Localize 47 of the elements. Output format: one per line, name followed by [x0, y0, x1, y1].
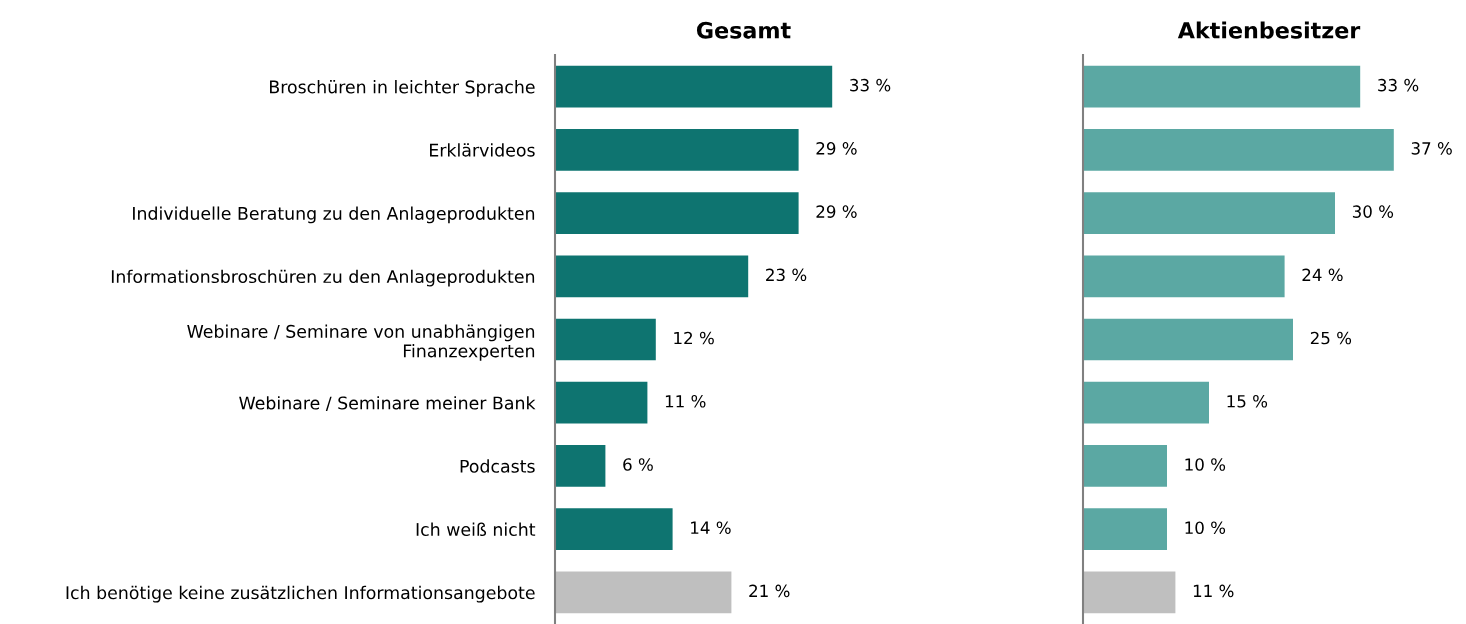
y-tick-label: Podcasts — [460, 459, 535, 473]
data-label: 11 % — [1193, 584, 1234, 598]
data-label: 25 % — [1310, 331, 1352, 345]
data-label: 12 % — [674, 331, 714, 345]
bar — [1083, 128, 1394, 171]
y-tick-label: Broschüren in leichter Sprache — [270, 80, 535, 97]
bar — [1083, 508, 1167, 551]
data-label: 15 % — [1227, 394, 1268, 408]
bar — [555, 255, 749, 298]
data-label: 33 % — [1378, 78, 1419, 92]
y-tick-label: Informationsbroschüren zu den Anlageprodukten — [111, 269, 535, 287]
data-label: 30 % — [1352, 205, 1394, 218]
y-tick-label: Ich benötige keine zusätzlichen Informationsangebote — [66, 585, 535, 603]
bar — [555, 128, 799, 171]
y-tick-label: Ich weiß nicht — [416, 522, 536, 537]
y-tick-label: Webinare / Seminare meiner Bank — [239, 396, 536, 411]
bar — [1083, 445, 1167, 487]
bar — [555, 318, 656, 361]
data-label: 21 % — [749, 584, 790, 598]
data-label: 29 % — [816, 205, 857, 218]
data-label: 29 % — [816, 142, 857, 155]
bar — [555, 381, 648, 424]
bar — [555, 508, 673, 551]
data-label: 24 % — [1302, 268, 1343, 282]
data-label: 23 % — [766, 268, 807, 282]
bar — [555, 192, 799, 234]
data-label: 10 % — [1185, 521, 1226, 534]
y-tick-label: Individuelle Beratung zu den Anlageprodukten — [133, 206, 535, 224]
data-label: 37 % — [1411, 142, 1452, 155]
data-label: 14 % — [691, 521, 731, 534]
data-label: 6 % — [623, 458, 653, 471]
bar — [555, 65, 833, 108]
bar — [1083, 255, 1285, 298]
bar — [1083, 381, 1209, 424]
bar — [1083, 318, 1293, 361]
data-label: 33 % — [850, 78, 891, 92]
bar — [555, 445, 606, 487]
chart-title: Aktienbesitzer — [1177, 21, 1361, 39]
bar — [1083, 571, 1176, 614]
bar — [1083, 65, 1361, 108]
bar — [555, 571, 732, 614]
y-tick-label: Erklärvideos — [430, 143, 535, 157]
data-label: 10 % — [1185, 458, 1226, 471]
data-label: 11 % — [665, 394, 706, 408]
y-tick-label: Webinare / Seminare von unabhängigen Finanzexperten — [187, 324, 535, 361]
chart-title: Gesamt — [696, 21, 791, 39]
bar — [1083, 192, 1335, 234]
